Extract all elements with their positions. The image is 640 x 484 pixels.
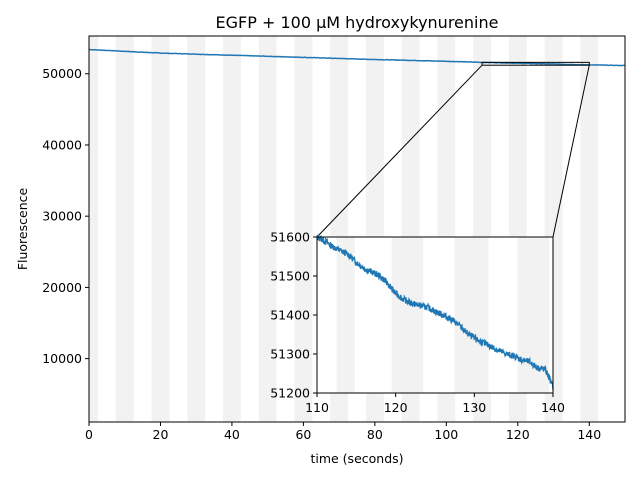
- y-tick-label: 40000: [42, 137, 82, 152]
- y-tick-label: 20000: [42, 280, 82, 295]
- main-axes-frame: [88, 35, 626, 423]
- y-axis-label: Fluorescence: [15, 188, 30, 271]
- inset-stimulus-stripe: [391, 237, 424, 393]
- inset-x-tick-label: 110: [305, 400, 329, 415]
- fluorescence-line: [88, 48, 626, 67]
- inset-y-tick-label: 51500: [270, 269, 310, 284]
- x-tick-label: 140: [577, 427, 601, 442]
- inset-y-tick-label: 51200: [270, 386, 310, 401]
- stimulus-stripe: [187, 36, 206, 422]
- stimulus-stripe: [115, 36, 134, 422]
- chart-title: EGFP + 100 µM hydroxykynurenine: [216, 13, 499, 32]
- zoom-connector-left: [316, 64, 483, 238]
- y-tick-label: 10000: [42, 351, 82, 366]
- inset-fluorescence-line: [316, 234, 554, 390]
- stimulus-stripe: [258, 36, 277, 422]
- y-tick-label: 50000: [42, 66, 82, 81]
- x-tick-label: 100: [434, 427, 458, 442]
- inset-y-tick-label: 51300: [270, 347, 310, 362]
- inset-x-tick-label: 120: [384, 400, 408, 415]
- x-tick-label: 120: [506, 427, 530, 442]
- x-tick-label: 0: [85, 427, 93, 442]
- y-tick-label: 30000: [42, 209, 82, 224]
- stimulus-stripe: [89, 36, 98, 422]
- inset-y-tick-label: 51400: [270, 308, 310, 323]
- zoom-connector-right: [552, 65, 590, 238]
- stimulus-stripe: [151, 36, 170, 422]
- x-tick-label: 80: [367, 427, 383, 442]
- stimulus-stripe: [294, 36, 313, 422]
- inset-x-tick-label: 140: [541, 400, 565, 415]
- x-tick-label: 60: [295, 427, 311, 442]
- x-tick-label: 20: [153, 427, 169, 442]
- x-axis-label: time (seconds): [310, 451, 403, 466]
- inset-stimulus-stripe: [454, 237, 489, 393]
- stimulus-stripe: [580, 36, 599, 422]
- x-tick-label: 40: [224, 427, 240, 442]
- zoom-region-box: [481, 61, 590, 66]
- inset-x-tick-label: 130: [462, 400, 486, 415]
- stimulus-stripe: [223, 36, 241, 422]
- inset-stimulus-stripe: [336, 237, 355, 393]
- inset-y-tick-label: 51600: [270, 230, 310, 245]
